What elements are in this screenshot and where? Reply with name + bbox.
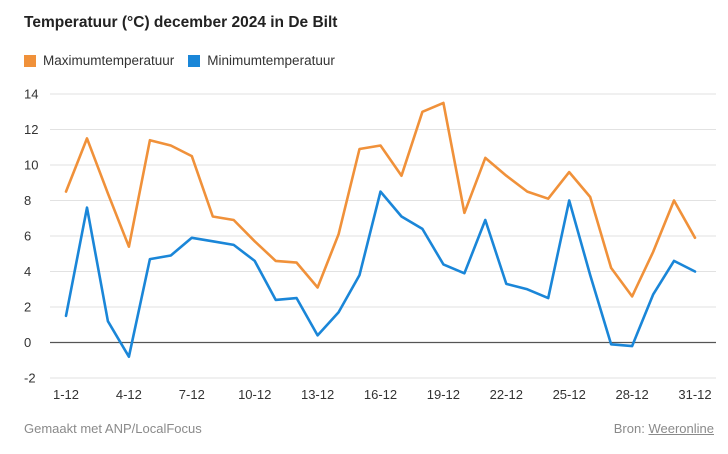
legend-label-max: Maximumtemperatuur	[43, 53, 175, 68]
legend-swatch-min	[188, 54, 201, 67]
chart-legend: Maximumtemperatuur Minimumtemperatuur	[24, 53, 349, 68]
footer-source-link[interactable]: Weeronline	[648, 421, 714, 436]
y-tick-label: 4	[24, 264, 31, 279]
x-tick-label: 22-12	[490, 387, 523, 402]
x-tick-label: 10-12	[238, 387, 271, 402]
x-tick-label: 13-12	[301, 387, 334, 402]
y-tick-label: 8	[24, 193, 31, 208]
series-line-min	[64, 190, 697, 359]
x-tick-label: 19-12	[427, 387, 460, 402]
y-tick-label: 12	[24, 122, 38, 137]
y-tick-label: 6	[24, 229, 31, 244]
y-tick-label: 14	[24, 87, 38, 102]
y-tick-label: 2	[24, 300, 31, 315]
legend-item-min[interactable]: Minimumtemperatuur	[188, 53, 335, 68]
x-tick-label: 1-12	[53, 387, 79, 402]
x-tick-label: 7-12	[179, 387, 205, 402]
x-tick-label: 4-12	[116, 387, 142, 402]
legend-item-max[interactable]: Maximumtemperatuur	[24, 53, 174, 68]
y-tick-label: 0	[24, 335, 31, 350]
legend-swatch-max	[24, 54, 36, 67]
x-tick-label: 25-12	[553, 387, 586, 402]
footer-source: Bron: Weeronline	[614, 421, 714, 436]
footer-source-label: Bron:	[613, 421, 645, 436]
y-tick-label: -2	[24, 371, 36, 386]
x-tick-label: 31-12	[678, 387, 711, 402]
chart-title: Temperatuur (°C) december 2024 in De Bil…	[24, 14, 338, 31]
y-tick-label: 10	[24, 158, 38, 173]
series-line-max	[64, 101, 697, 298]
x-tick-label: 16-12	[364, 387, 397, 402]
footer-credit: Gemaakt met ANP/LocalFocus	[24, 421, 202, 436]
x-tick-label: 28-12	[615, 387, 648, 402]
legend-label-min: Minimumtemperatuur	[207, 53, 335, 68]
